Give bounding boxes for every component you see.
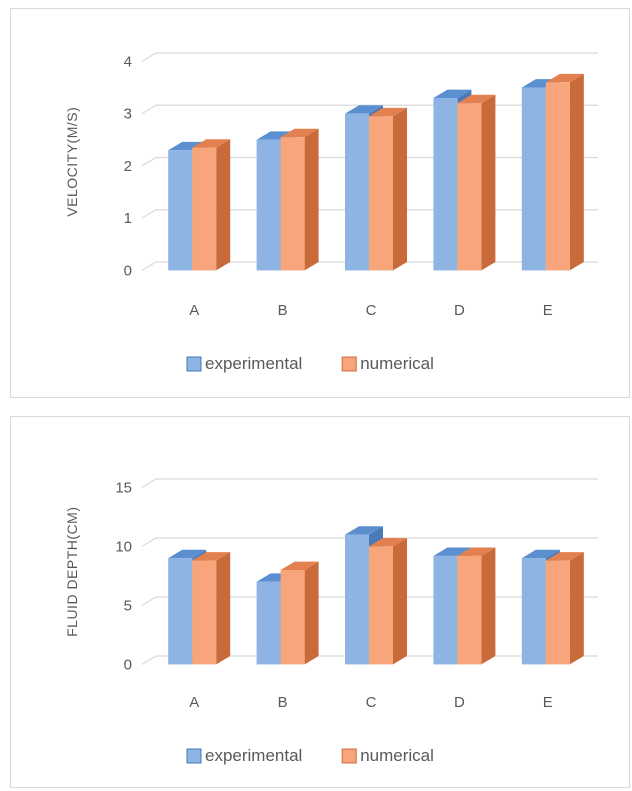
depth-ytick-label-2: 10 [115, 538, 132, 555]
depth-ytick-label-3: 15 [115, 479, 132, 496]
depth-legend-swatch-experimental [186, 748, 202, 764]
velocity-category-label-A: A [189, 302, 199, 319]
velocity-legend-label-experimental: experimental [205, 354, 302, 373]
depth-legend-label-numerical: numerical [360, 746, 434, 765]
depth-legend-label-experimental: experimental [205, 746, 302, 765]
velocity-bar-numerical-B [280, 128, 319, 271]
depth-category-label-C: C [366, 694, 377, 711]
velocity-ytick-label-0: 0 [124, 262, 132, 279]
velocity-category-label-B: B [278, 302, 288, 319]
velocity-ytick-label-4: 4 [124, 53, 132, 70]
depth-category-label-D: D [454, 694, 465, 711]
depth-bar-numerical-D [457, 547, 496, 665]
depth-bar-numerical-E [545, 552, 584, 665]
depth-ytick-label-1: 5 [124, 597, 132, 614]
depth-bar-numerical-C [369, 538, 407, 665]
velocity-bar-numerical-C [369, 107, 407, 271]
depth-category-label-B: B [278, 694, 288, 711]
velocity-category-label-D: D [454, 302, 465, 319]
depth-bar-numerical-B [280, 561, 319, 665]
velocity-bar-numerical-A [192, 139, 231, 271]
depth-legend-item-experimental: experimental [186, 746, 302, 765]
velocity-legend-swatch-numerical [341, 356, 357, 372]
velocity-legend-label-numerical: numerical [360, 354, 434, 373]
depth-category-label-A: A [189, 694, 199, 711]
velocity-legend-item-numerical: numerical [341, 354, 434, 373]
velocity-category-label-C: C [366, 302, 377, 319]
depth-category-label-E: E [543, 694, 553, 711]
velocity-category-label-E: E [543, 302, 553, 319]
velocity-bar-numerical-E [545, 73, 584, 271]
velocity-ytick-label-3: 3 [124, 106, 132, 123]
depth-ytick-label-0: 0 [124, 656, 132, 673]
velocity-ytick-label-2: 2 [124, 158, 132, 175]
velocity-legend-swatch-experimental [186, 356, 202, 372]
velocity-ytick-label-1: 1 [124, 210, 132, 227]
velocity-gridline-4 [141, 52, 598, 62]
depth-gridline-2 [141, 537, 598, 547]
velocity-y-axis-label: VELOCITY(M/S) [64, 107, 80, 217]
depth-legend: experimental numerical [186, 746, 434, 765]
velocity-legend-item-experimental: experimental [186, 354, 302, 373]
velocity-bar-numerical-D [457, 94, 496, 271]
velocity-legend: experimental numerical [186, 354, 434, 373]
depth-gridline-3 [141, 478, 598, 488]
depth-bar-numerical-A [192, 552, 231, 665]
depth-y-axis-label: FLUID DEPTH(CM) [64, 507, 80, 637]
depth-legend-item-numerical: numerical [341, 746, 434, 765]
depth-legend-swatch-numerical [341, 748, 357, 764]
